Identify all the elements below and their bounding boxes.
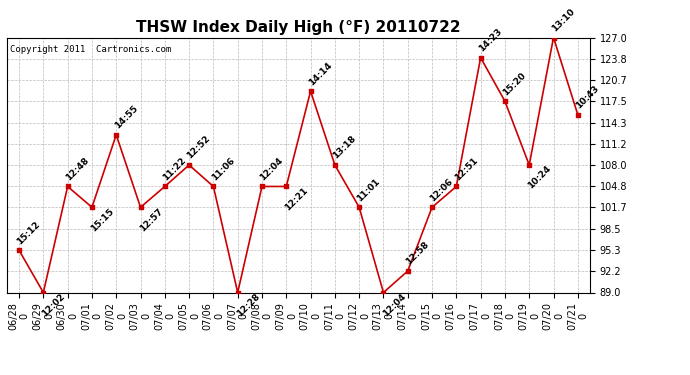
Point: [159, 183, 170, 189]
Point: [500, 98, 511, 104]
Point: [548, 34, 559, 40]
Text: 12:02: 12:02: [41, 292, 67, 318]
Point: [257, 183, 268, 189]
Text: 14:23: 14:23: [477, 27, 504, 54]
Point: [475, 55, 486, 61]
Point: [572, 112, 583, 118]
Point: [378, 290, 389, 296]
Text: 14:14: 14:14: [307, 60, 334, 87]
Text: 12:48: 12:48: [64, 156, 91, 182]
Point: [14, 247, 25, 253]
Text: 11:06: 11:06: [210, 156, 237, 182]
Point: [208, 183, 219, 189]
Title: THSW Index Daily High (°F) 20110722: THSW Index Daily High (°F) 20110722: [136, 20, 461, 35]
Point: [329, 162, 340, 168]
Text: 12:58: 12:58: [404, 240, 431, 267]
Text: 12:04: 12:04: [258, 156, 285, 182]
Text: 12:28: 12:28: [235, 292, 262, 318]
Point: [86, 204, 97, 210]
Point: [232, 290, 243, 296]
Text: 15:15: 15:15: [89, 207, 116, 233]
Point: [38, 290, 49, 296]
Point: [426, 204, 437, 210]
Text: 13:10: 13:10: [550, 7, 576, 33]
Text: 12:06: 12:06: [428, 177, 455, 203]
Text: 11:01: 11:01: [355, 177, 382, 203]
Point: [305, 88, 316, 94]
Text: 15:20: 15:20: [502, 70, 528, 97]
Text: 12:52: 12:52: [186, 134, 212, 161]
Point: [354, 204, 365, 210]
Text: 12:21: 12:21: [284, 186, 310, 212]
Text: Copyright 2011  Cartronics.com: Copyright 2011 Cartronics.com: [10, 45, 171, 54]
Text: 15:12: 15:12: [15, 219, 42, 246]
Point: [135, 204, 146, 210]
Text: 12:04: 12:04: [381, 292, 407, 318]
Point: [62, 183, 73, 189]
Text: 12:51: 12:51: [453, 156, 480, 182]
Text: 10:24: 10:24: [526, 164, 553, 191]
Point: [451, 183, 462, 189]
Point: [281, 183, 292, 189]
Point: [402, 268, 413, 274]
Point: [110, 132, 121, 138]
Text: 12:57: 12:57: [138, 206, 164, 233]
Text: 10:43: 10:43: [574, 84, 601, 111]
Text: 13:18: 13:18: [331, 134, 358, 161]
Text: 11:22: 11:22: [161, 156, 188, 182]
Text: 14:55: 14:55: [112, 104, 139, 130]
Point: [524, 162, 535, 168]
Point: [184, 162, 195, 168]
